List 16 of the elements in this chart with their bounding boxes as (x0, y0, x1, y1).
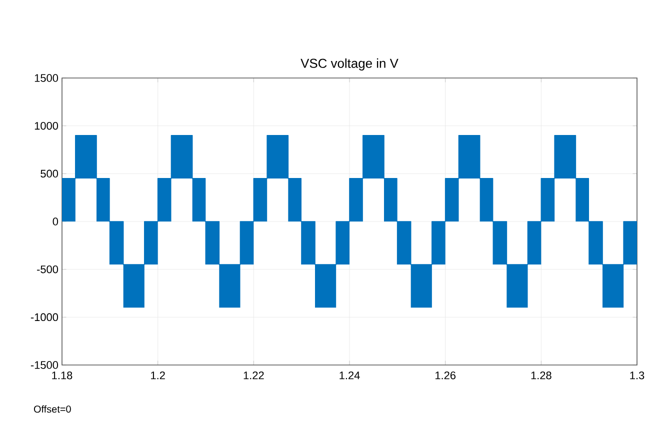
text: Offset=0 (34, 405, 71, 413)
y-tick-label: 0 (52, 218, 58, 226)
x-tick-label: 1.2 (151, 372, 165, 380)
x-tick-label: 1.18 (52, 372, 72, 380)
y-tick-label: 1500 (34, 74, 58, 82)
x-tick-label: 1.26 (436, 372, 456, 380)
y-tick-label: 1000 (34, 122, 58, 130)
y-tick-label: -500 (37, 265, 58, 274)
x-tick-label: 1.24 (340, 372, 360, 380)
x-tick-label: 1.28 (531, 372, 552, 380)
y-tick-label: -1500 (30, 361, 58, 369)
x-tick-label: 1.22 (244, 372, 264, 380)
x-tick-label: 1.3 (630, 372, 644, 380)
y-tick-label: -1000 (30, 313, 58, 322)
y-tick-label: 500 (40, 170, 58, 178)
chart-title: VSC voltage in V (300, 58, 398, 70)
